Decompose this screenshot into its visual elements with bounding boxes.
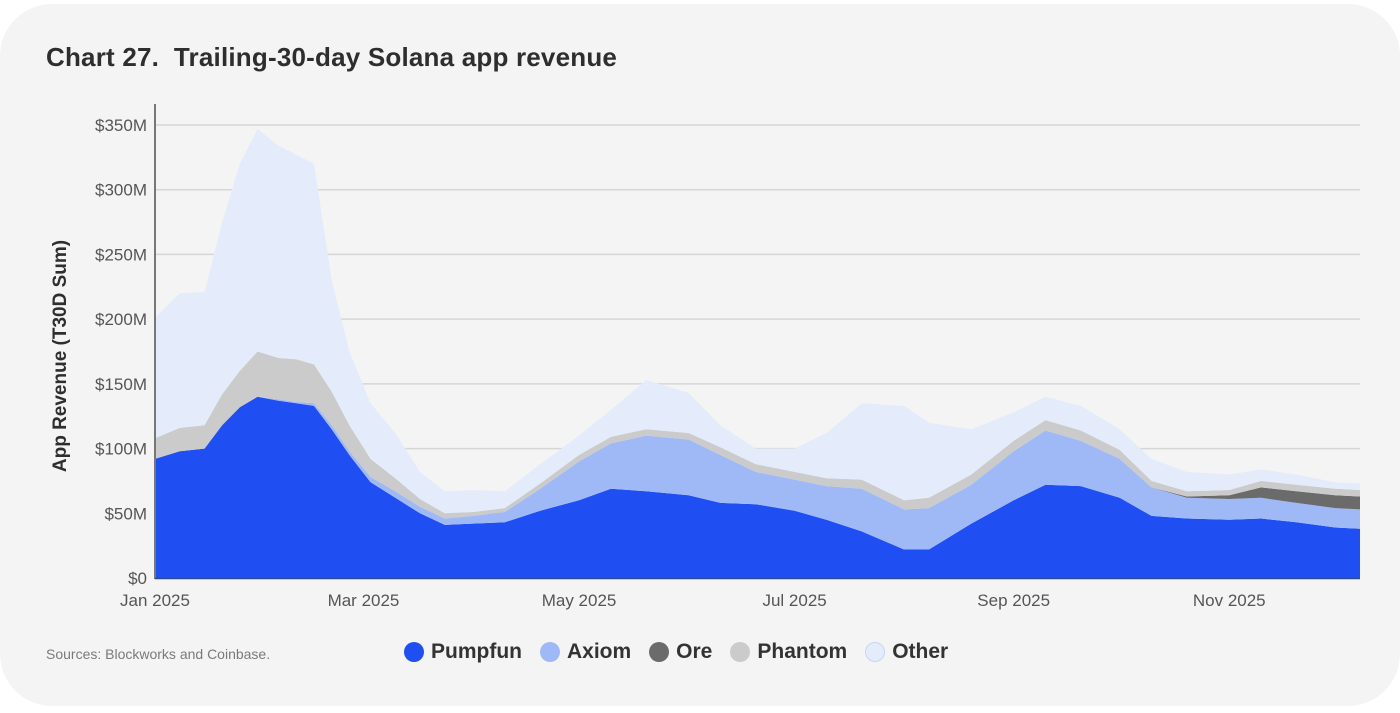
legend-item-phantom: Phantom <box>730 640 847 664</box>
source-note: Sources: Blockworks and Coinbase. <box>46 646 271 662</box>
legend-label: Axiom <box>566 640 632 663</box>
legend-swatch-icon <box>649 642 670 662</box>
x-tick-label: Sep 2025 <box>977 591 1050 610</box>
legend: Pumpfun Axiom Ore Phantom Other <box>404 640 966 664</box>
x-tick-label: Mar 2025 <box>328 591 400 610</box>
legend-swatch-icon <box>865 642 886 662</box>
y-tick-label: $250M <box>95 245 147 264</box>
y-tick-label: $0 <box>128 569 147 588</box>
y-tick-label: $50M <box>104 504 147 523</box>
y-tick-label: $300M <box>95 181 147 200</box>
y-tick-label: $100M <box>95 440 147 459</box>
legend-swatch-icon <box>404 642 424 662</box>
area-axiom <box>155 396 1360 550</box>
area-other <box>155 128 1360 514</box>
x-tick-label: Jan 2025 <box>120 591 190 610</box>
legend-label: Ore <box>676 640 713 663</box>
chart-title: Chart 27. Trailing-30-day Solana app rev… <box>46 42 618 72</box>
legend-swatch-icon <box>730 642 751 662</box>
legend-item-axiom: Axiom <box>539 640 632 664</box>
area-phantom <box>155 351 1360 519</box>
legend-swatch-icon <box>539 642 560 662</box>
y-tick-labels: $0 $50M $100M $150M $200M $250M $300M $350M <box>95 116 147 588</box>
legend-label: Pumpfun <box>431 640 522 663</box>
x-tick-label: May 2025 <box>542 591 617 610</box>
x-tick-labels: Jan 2025 Mar 2025 May 2025 Jul 2025 Sep 2025… <box>120 591 1266 610</box>
legend-label: Phantom <box>757 640 848 663</box>
legend-item-pumpfun: Pumpfun <box>404 640 522 664</box>
x-tick-label: Jul 2025 <box>762 591 826 610</box>
y-tick-label: $350M <box>95 116 147 135</box>
y-tick-label: $200M <box>95 310 147 329</box>
y-tick-label: $150M <box>95 375 147 394</box>
legend-item-other: Other <box>865 640 948 664</box>
area-series <box>155 128 1360 578</box>
area-pumpfun <box>155 396 1360 578</box>
legend-item-ore: Ore <box>649 640 712 664</box>
legend-label: Other <box>892 640 949 663</box>
x-tick-label: Nov 2025 <box>1193 591 1266 610</box>
